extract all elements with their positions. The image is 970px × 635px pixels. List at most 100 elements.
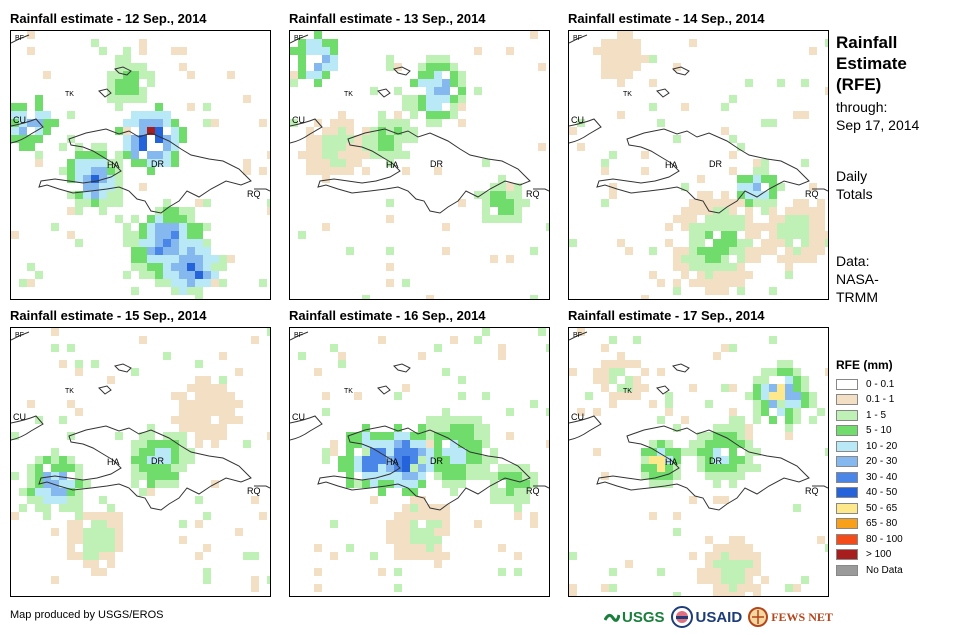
coastline-path (254, 485, 270, 489)
rainfall-cell (147, 71, 155, 79)
rainfall-cell (721, 440, 729, 448)
data-line-2: NASA- (836, 271, 879, 287)
rainfall-cell (107, 520, 115, 528)
rainfall-cell (306, 39, 314, 47)
daily-line-2: Totals (836, 186, 873, 202)
rainfall-cell (745, 239, 753, 247)
rainfall-cell (251, 552, 259, 560)
rainfall-cell (753, 408, 761, 416)
rainfall-cell (474, 464, 482, 472)
rainfall-cell (171, 143, 179, 151)
rainfall-cell (346, 159, 354, 167)
rainfall-cell (362, 167, 370, 175)
rainfall-cell (721, 231, 729, 239)
rainfall-cell (625, 47, 633, 55)
rainfall-cell (91, 512, 99, 520)
rainfall-cell (35, 151, 43, 159)
rainfall-cell (75, 368, 83, 376)
rainfall-cell (426, 424, 434, 432)
rainfall-cell (354, 143, 362, 151)
rainfall-cell (43, 119, 51, 127)
rainfall-cell (155, 239, 163, 247)
rainfall-cell (410, 480, 418, 488)
rainfall-cell (195, 432, 203, 440)
rainfall-cell (721, 223, 729, 231)
rainfall-cell (450, 488, 458, 496)
rainfall-cell (721, 384, 729, 392)
legend-swatch (836, 394, 858, 405)
rainfall-cell (713, 592, 721, 596)
rainfall-cell (458, 440, 466, 448)
rainfall-cell (721, 560, 729, 568)
rainfall-cell (179, 456, 187, 464)
rainfall-cell (689, 384, 697, 392)
rainfall-cell (370, 496, 378, 504)
rainfall-cell (195, 199, 203, 207)
rainfall-cell (729, 576, 737, 584)
rainfall-cell (689, 207, 697, 215)
rainfall-cell (514, 199, 522, 207)
rainfall-cell (139, 159, 147, 167)
rainfall-cell (179, 440, 187, 448)
rainfall-cell (35, 472, 43, 480)
rainfall-cell (115, 71, 123, 79)
rainfall-cell (338, 111, 346, 119)
rainfall-cell (530, 472, 538, 480)
rainfall-cell (187, 223, 195, 231)
rainfall-cell (139, 111, 147, 119)
rainfall-cell (155, 472, 163, 480)
rainfall-cell (131, 71, 139, 79)
rainfall-cell (346, 432, 354, 440)
rainfall-cell (705, 215, 713, 223)
rainfall-cell (681, 255, 689, 263)
rainfall-cell (171, 239, 179, 247)
rainfall-cell (67, 536, 75, 544)
rainfall-cell (139, 271, 147, 279)
rainfall-cell (729, 247, 737, 255)
rainfall-cell (386, 472, 394, 480)
rainfall-cell (697, 279, 705, 287)
rainfall-cell (737, 175, 745, 183)
rainfall-cell (801, 376, 809, 384)
rainfall-cell (697, 448, 705, 456)
legend-swatch (836, 440, 858, 452)
rainfall-cell (75, 552, 83, 560)
rainfall-cell (498, 183, 506, 191)
rainfall-cell (713, 544, 721, 552)
legend-item: 65 - 80 (836, 517, 897, 531)
rainfall-cell (386, 440, 394, 448)
rainfall-cell (466, 440, 474, 448)
coastline-path (812, 485, 828, 489)
rainfall-cell (370, 464, 378, 472)
rainfall-cell (147, 472, 155, 480)
rainfall-cell (35, 111, 43, 119)
rainfall-cell (410, 464, 418, 472)
rainfall-cell (458, 95, 466, 103)
rainfall-cell (825, 368, 828, 376)
rainfall-cell (163, 215, 171, 223)
rainfall-cell (753, 376, 761, 384)
rainfall-cell (458, 472, 466, 480)
rainfall-cell (817, 247, 825, 255)
rainfall-cell (394, 472, 402, 480)
rainfall-cell (139, 95, 147, 103)
rainfall-cell (27, 472, 35, 480)
rainfall-cell (809, 239, 817, 247)
rainfall-cell (11, 119, 19, 127)
rainfall-cell (219, 432, 227, 440)
coastline (11, 34, 270, 214)
rainfall-cell (665, 392, 673, 400)
rainfall-cell (322, 47, 330, 55)
rainfall-cell (370, 151, 378, 159)
rainfall-cell (402, 167, 410, 175)
rainfall-cell (243, 167, 251, 175)
rainfall-cell (219, 424, 227, 432)
rainfall-cell (506, 191, 514, 199)
rainfall-cell (801, 215, 809, 223)
rainfall-cell (163, 223, 171, 231)
rainfall-cell (67, 496, 75, 504)
rainfall-cell (705, 576, 713, 584)
rainfall-cell (131, 231, 139, 239)
